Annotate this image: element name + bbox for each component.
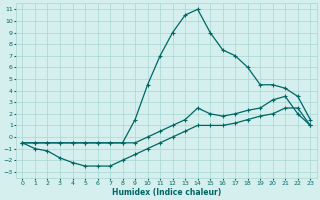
X-axis label: Humidex (Indice chaleur): Humidex (Indice chaleur) (112, 188, 221, 197)
